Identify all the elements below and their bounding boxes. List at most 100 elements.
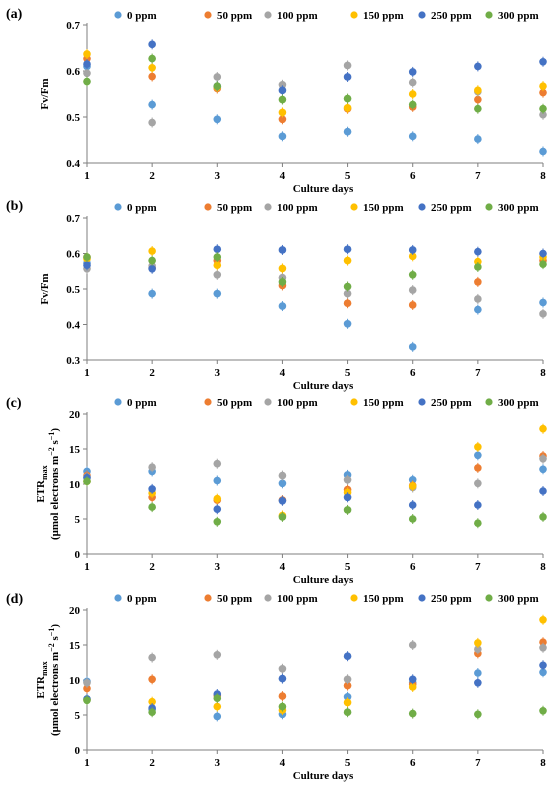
data-point xyxy=(539,298,547,307)
data-point xyxy=(278,264,287,273)
data-point xyxy=(539,424,547,433)
data-point xyxy=(474,443,482,451)
data-point xyxy=(278,115,287,124)
data-point xyxy=(474,278,482,286)
data-point xyxy=(343,708,352,716)
data-point xyxy=(408,343,417,351)
legend-marker xyxy=(485,203,493,211)
data-point xyxy=(148,708,156,716)
series-50-ppm xyxy=(83,451,547,506)
data-point xyxy=(343,299,352,308)
data-point xyxy=(474,305,482,314)
data-point xyxy=(474,62,482,71)
data-point xyxy=(148,264,156,273)
legend-marker xyxy=(350,594,358,602)
x-tick-label: 7 xyxy=(475,170,481,182)
data-point xyxy=(213,651,222,659)
data-point xyxy=(474,501,482,509)
data-point xyxy=(474,519,482,527)
data-point xyxy=(343,652,352,660)
y-tick-label: 0 xyxy=(75,745,81,757)
data-point xyxy=(148,100,156,109)
x-tick-label: 7 xyxy=(475,561,481,573)
x-tick-label: 4 xyxy=(280,170,286,182)
data-point xyxy=(343,282,352,291)
data-point xyxy=(278,108,287,117)
x-tick-label: 1 xyxy=(84,561,90,573)
x-tick-label: 7 xyxy=(475,367,481,379)
legend-label: 300 ppm xyxy=(498,397,539,409)
data-point xyxy=(83,50,91,58)
data-point xyxy=(474,645,482,653)
y-tick-label: 0.6 xyxy=(66,249,80,261)
data-point xyxy=(408,515,417,523)
legend-label: 250 ppm xyxy=(431,10,472,22)
legend-label: 250 ppm xyxy=(431,593,472,605)
y-tick-label: 0.6 xyxy=(66,66,80,78)
data-point xyxy=(408,286,417,294)
x-tick-label: 3 xyxy=(215,757,221,769)
legend-marker xyxy=(264,398,272,406)
data-point xyxy=(148,118,156,127)
x-axis-label: Culture days xyxy=(293,380,354,392)
data-point xyxy=(278,86,287,95)
data-point xyxy=(213,289,222,298)
data-point xyxy=(539,58,547,66)
data-point xyxy=(83,253,91,261)
x-tick-label: 4 xyxy=(280,757,286,769)
y-tick-label: 0.5 xyxy=(66,284,80,296)
data-point xyxy=(343,675,352,684)
data-point xyxy=(213,476,222,485)
data-point xyxy=(408,90,417,98)
x-tick-label: 6 xyxy=(410,367,416,379)
x-tick-label: 8 xyxy=(540,367,546,379)
series-300-ppm xyxy=(83,476,547,529)
data-point xyxy=(278,302,287,310)
data-point xyxy=(539,668,547,677)
data-point xyxy=(539,661,547,670)
data-point xyxy=(83,679,91,687)
panel-label: (d) xyxy=(6,592,23,607)
data-point xyxy=(474,263,482,271)
data-point xyxy=(278,81,287,89)
data-point xyxy=(343,245,352,254)
x-tick-label: 8 xyxy=(540,757,546,769)
data-point xyxy=(213,712,222,721)
data-point xyxy=(278,674,287,683)
x-tick-label: 6 xyxy=(410,561,416,573)
data-point xyxy=(278,479,287,488)
data-point xyxy=(213,82,222,90)
legend-marker xyxy=(485,398,493,406)
data-point xyxy=(408,246,417,254)
x-tick-label: 2 xyxy=(149,170,155,182)
data-point xyxy=(408,482,417,490)
data-point xyxy=(474,679,482,687)
data-point xyxy=(343,61,352,70)
legend-marker xyxy=(418,203,426,211)
y-tick-label: 15 xyxy=(69,640,81,652)
legend-label: 0 ppm xyxy=(127,10,157,22)
data-point xyxy=(408,78,417,87)
data-point xyxy=(408,252,417,261)
data-point xyxy=(213,271,222,279)
data-point xyxy=(278,132,287,141)
legend-marker xyxy=(350,203,358,211)
x-tick-label: 6 xyxy=(410,170,416,182)
data-point xyxy=(83,696,91,705)
data-point xyxy=(148,63,156,72)
y-axis-label-line1: ETRmax xyxy=(35,661,49,698)
legend-marker xyxy=(114,594,122,602)
x-axis-label: Culture days xyxy=(293,574,354,586)
legend-marker xyxy=(114,203,122,211)
data-point xyxy=(408,501,417,509)
data-point xyxy=(474,295,482,303)
data-point xyxy=(148,675,156,684)
legend-marker xyxy=(114,398,122,406)
series-0-ppm xyxy=(83,61,547,157)
data-point xyxy=(408,301,417,309)
legend-marker xyxy=(350,398,358,406)
data-point xyxy=(213,518,222,526)
x-tick-label: 5 xyxy=(345,170,351,182)
data-point xyxy=(474,135,482,143)
legend-label: 150 ppm xyxy=(363,397,404,409)
